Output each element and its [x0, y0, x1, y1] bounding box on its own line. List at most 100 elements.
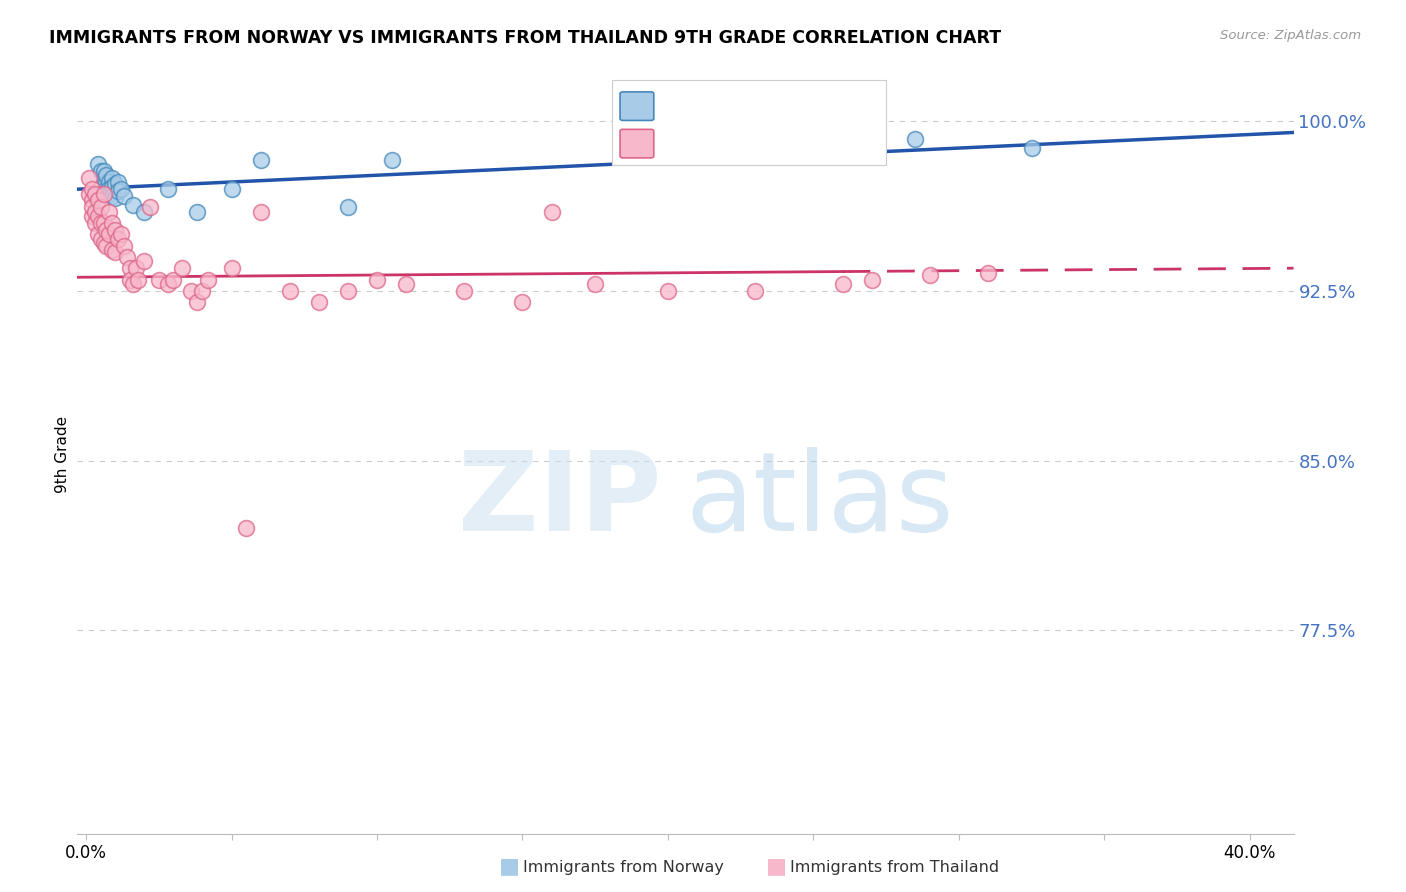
Point: [744, 284, 766, 298]
Point: [83, 216, 105, 230]
Point: [77, 170, 100, 185]
Point: [98, 186, 121, 201]
Point: [124, 261, 146, 276]
Point: [110, 182, 132, 196]
Text: atlas: atlas: [686, 447, 953, 554]
Point: [104, 223, 127, 237]
Point: [657, 284, 679, 298]
Point: [180, 284, 202, 298]
Point: [366, 272, 388, 286]
Point: [93, 170, 115, 185]
Point: [512, 295, 534, 310]
Point: [139, 200, 162, 214]
Point: [112, 238, 135, 252]
Point: [831, 277, 853, 291]
Point: [90, 216, 112, 230]
Point: [98, 175, 121, 189]
Point: [118, 261, 141, 276]
Point: [112, 188, 135, 202]
Point: [86, 157, 108, 171]
Point: [197, 272, 219, 286]
Point: [221, 261, 243, 276]
Point: [101, 179, 124, 194]
Point: [80, 182, 103, 196]
Point: [80, 209, 103, 223]
Point: [186, 295, 208, 310]
Point: [98, 204, 121, 219]
Text: Immigrants from Norway: Immigrants from Norway: [523, 861, 724, 875]
Point: [308, 295, 330, 310]
Text: IMMIGRANTS FROM NORWAY VS IMMIGRANTS FROM THAILAND 9TH GRADE CORRELATION CHART: IMMIGRANTS FROM NORWAY VS IMMIGRANTS FRO…: [49, 29, 1001, 46]
Point: [96, 182, 118, 196]
Y-axis label: 9th Grade: 9th Grade: [55, 417, 70, 493]
Text: ZIP: ZIP: [458, 447, 661, 554]
Point: [93, 236, 115, 251]
Point: [77, 186, 100, 201]
Point: [453, 284, 475, 298]
Point: [104, 191, 127, 205]
Point: [395, 277, 418, 291]
Point: [148, 272, 170, 286]
Point: [235, 521, 257, 535]
Point: [134, 204, 156, 219]
Point: [121, 277, 143, 291]
Point: [104, 178, 127, 192]
Point: [918, 268, 941, 282]
Point: [1021, 141, 1043, 155]
Point: [249, 153, 271, 167]
Point: [156, 182, 179, 196]
Point: [96, 175, 118, 189]
Point: [156, 277, 179, 291]
Text: Immigrants from Thailand: Immigrants from Thailand: [790, 861, 1000, 875]
Point: [101, 243, 124, 257]
Point: [249, 204, 271, 219]
Point: [380, 153, 402, 167]
Text: R = 0.406    N = 29: R = 0.406 N = 29: [659, 97, 835, 115]
Point: [90, 200, 112, 214]
Point: [86, 227, 108, 242]
Point: [101, 216, 124, 230]
Point: [86, 209, 108, 223]
Point: [860, 272, 883, 286]
Point: [96, 238, 118, 252]
Point: [98, 182, 121, 196]
Text: Source: ZipAtlas.com: Source: ZipAtlas.com: [1220, 29, 1361, 42]
Point: [110, 227, 132, 242]
Point: [186, 204, 208, 219]
Point: [134, 254, 156, 268]
Point: [104, 245, 127, 260]
Point: [336, 284, 359, 298]
Text: R =  0.021    N = 63: R = 0.021 N = 63: [659, 135, 841, 153]
Text: ■: ■: [499, 856, 520, 876]
Point: [107, 184, 129, 198]
Point: [98, 227, 121, 242]
Point: [93, 216, 115, 230]
Point: [93, 186, 115, 201]
Point: [80, 200, 103, 214]
Point: [107, 232, 129, 246]
Point: [904, 132, 927, 146]
Point: [540, 204, 562, 219]
Point: [101, 188, 124, 202]
Point: [90, 164, 112, 178]
Point: [86, 194, 108, 208]
Point: [107, 175, 129, 189]
Point: [83, 186, 105, 201]
Point: [221, 182, 243, 196]
Point: [162, 272, 184, 286]
Point: [170, 261, 193, 276]
Point: [127, 272, 149, 286]
Point: [90, 232, 112, 246]
Point: [977, 266, 1000, 280]
Point: [93, 164, 115, 178]
Point: [336, 200, 359, 214]
Point: [583, 277, 606, 291]
Point: [118, 272, 141, 286]
Text: ■: ■: [766, 856, 787, 876]
Point: [96, 169, 118, 183]
Point: [278, 284, 301, 298]
Point: [80, 194, 103, 208]
Point: [121, 198, 143, 212]
Point: [83, 204, 105, 219]
Point: [115, 250, 138, 264]
